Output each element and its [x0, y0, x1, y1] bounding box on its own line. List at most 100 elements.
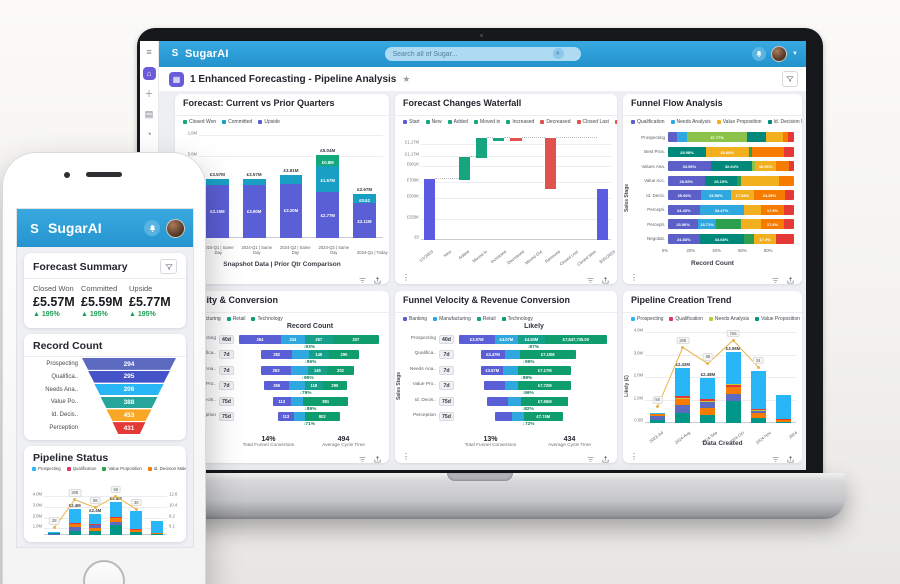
- legend-item[interactable]: Prospecting: [32, 466, 61, 471]
- duration-chip[interactable]: 7d: [219, 365, 234, 375]
- grid-line: [44, 496, 167, 498]
- legend-item[interactable]: Needs Analysis: [670, 119, 711, 125]
- card-export-icon[interactable]: [601, 272, 610, 284]
- legend-item[interactable]: Closed Last: [576, 119, 609, 125]
- card-export-icon[interactable]: [373, 272, 382, 284]
- bar-segment: £3.57M: [481, 365, 504, 375]
- legend-item[interactable]: Start: [403, 119, 420, 125]
- favorite-star-icon[interactable]: ★: [402, 73, 411, 84]
- search-icon[interactable]: ⌕: [552, 48, 564, 59]
- home-button[interactable]: ⌂: [142, 67, 156, 80]
- card-filter-icon[interactable]: [358, 272, 367, 284]
- grid-line: [44, 506, 167, 508]
- duration-chip[interactable]: 40d: [439, 334, 454, 344]
- duration-chip[interactable]: 7d: [439, 381, 454, 391]
- kebab-menu-icon[interactable]: ⋮: [402, 452, 410, 461]
- x-tick-label: Moved In: [471, 249, 489, 264]
- legend-swatch: [183, 120, 187, 124]
- waterfall-bar: [510, 138, 522, 141]
- menu-icon[interactable]: ≡: [146, 47, 152, 57]
- legend-item[interactable]: Id. Decision Makers: [147, 466, 186, 471]
- card-filter-icon[interactable]: [771, 272, 780, 284]
- legend-item[interactable]: Committed: [222, 119, 252, 125]
- card-filter-icon[interactable]: [586, 272, 595, 284]
- card-filter-icon[interactable]: [586, 451, 595, 463]
- dashboard-icon[interactable]: ▦: [169, 71, 184, 87]
- card-filter-icon[interactable]: [358, 451, 367, 463]
- kebab-menu-icon[interactable]: ⋮: [630, 452, 638, 461]
- legend-item[interactable]: Technology: [501, 316, 533, 322]
- duration-chip[interactable]: 7d: [439, 350, 454, 360]
- duration-chip[interactable]: 75d: [219, 396, 234, 406]
- card-export-icon[interactable]: [786, 272, 795, 284]
- duration-chip[interactable]: 75d: [439, 412, 454, 422]
- bar-segment: [700, 414, 716, 423]
- kebab-menu-icon[interactable]: ⋮: [402, 273, 410, 282]
- card-filter-icon[interactable]: [771, 451, 780, 463]
- bar-segment: [279, 175, 303, 184]
- legend-item[interactable]: Qualification: [669, 316, 703, 322]
- legend-item[interactable]: Value Proposition: [716, 119, 762, 125]
- bar-value-label: 13.71%: [700, 222, 714, 227]
- chevron-down-icon[interactable]: ▼: [792, 51, 798, 57]
- funnel-value-label: 295: [123, 373, 135, 381]
- duration-chip[interactable]: 7d: [219, 381, 234, 391]
- card-legend: Start New Added Moved in Increased Decreased C…: [395, 116, 617, 126]
- bar-segment: 290: [328, 350, 360, 360]
- duration-chip[interactable]: 75d: [219, 412, 234, 422]
- bar-segment: [503, 365, 519, 375]
- kebab-menu-icon[interactable]: ⋮: [630, 273, 638, 282]
- legend-item[interactable]: Qualification: [66, 466, 96, 471]
- legend-item[interactable]: Removed: [614, 119, 617, 125]
- legend-item[interactable]: Added: [447, 119, 468, 125]
- bar-segment: 17.98%: [730, 190, 754, 201]
- bar-segment: [109, 518, 122, 522]
- duration-chip[interactable]: 7d: [439, 365, 454, 375]
- legend-item[interactable]: Retail: [476, 316, 496, 322]
- legend-item[interactable]: Manufacturing: [433, 316, 471, 322]
- legend-item[interactable]: Closed Won: [183, 119, 216, 125]
- phone-avatar[interactable]: [166, 218, 185, 238]
- legend-item[interactable]: Prospecting: [631, 316, 663, 322]
- user-avatar[interactable]: [771, 46, 788, 62]
- dashboard-filter-button[interactable]: [782, 71, 798, 87]
- document-icon[interactable]: ▤: [144, 109, 154, 119]
- card-export-icon[interactable]: [601, 451, 610, 463]
- bar-segment: [675, 405, 691, 414]
- legend-item[interactable]: Qualification: [631, 119, 665, 125]
- stage-row: Prospecting 40d £3.57M £4.07M £4.50M £7,647,7…: [403, 334, 607, 350]
- dashboard-card: Pipeline Creation Trend Prospecting Qualif…: [623, 291, 802, 463]
- phone-header: S SugarAI: [17, 209, 193, 247]
- legend-item[interactable]: Retail: [226, 316, 245, 322]
- funnel-segment: [100, 396, 158, 409]
- phone-home-button[interactable]: [83, 560, 125, 584]
- legend-item[interactable]: Banking: [403, 316, 427, 322]
- funnel-stage-label: Qualifica..: [51, 373, 78, 380]
- stacked-bar: £7.72M: [484, 381, 572, 391]
- legend-item[interactable]: Needs Analysis: [708, 316, 749, 322]
- duration-chip[interactable]: 40d: [219, 334, 234, 344]
- search-input[interactable]: [384, 47, 581, 61]
- notification-bell-icon[interactable]: [752, 47, 767, 61]
- bar-segment: [743, 233, 754, 244]
- legend-item[interactable]: Value Proposition: [102, 466, 142, 471]
- legend-item[interactable]: Upside: [258, 119, 280, 125]
- axis-tick-label-right: 12.6: [169, 491, 178, 497]
- legend-item[interactable]: New: [425, 119, 442, 125]
- card-export-icon[interactable]: [373, 451, 382, 463]
- legend-item[interactable]: Moved in: [474, 119, 500, 125]
- card-export-icon[interactable]: [786, 451, 795, 463]
- duration-chip[interactable]: 7d: [219, 350, 234, 360]
- duration-chip[interactable]: 75d: [439, 396, 454, 406]
- phone-filter-button[interactable]: [160, 259, 177, 274]
- legend-item[interactable]: Value Proposition: [755, 316, 800, 322]
- grid-line: [421, 198, 611, 200]
- legend-item[interactable]: Decreased: [540, 119, 571, 125]
- legend-item[interactable]: Increased: [506, 119, 534, 125]
- legend-item[interactable]: Id. Decision Mak: [767, 119, 802, 125]
- plus-icon[interactable]: ＋: [144, 89, 154, 99]
- bar-value-label: 234: [289, 336, 297, 342]
- user-icon[interactable]: ◔: [146, 129, 152, 139]
- legend-item[interactable]: Technology: [251, 316, 283, 322]
- phone-bell-icon[interactable]: [144, 220, 160, 236]
